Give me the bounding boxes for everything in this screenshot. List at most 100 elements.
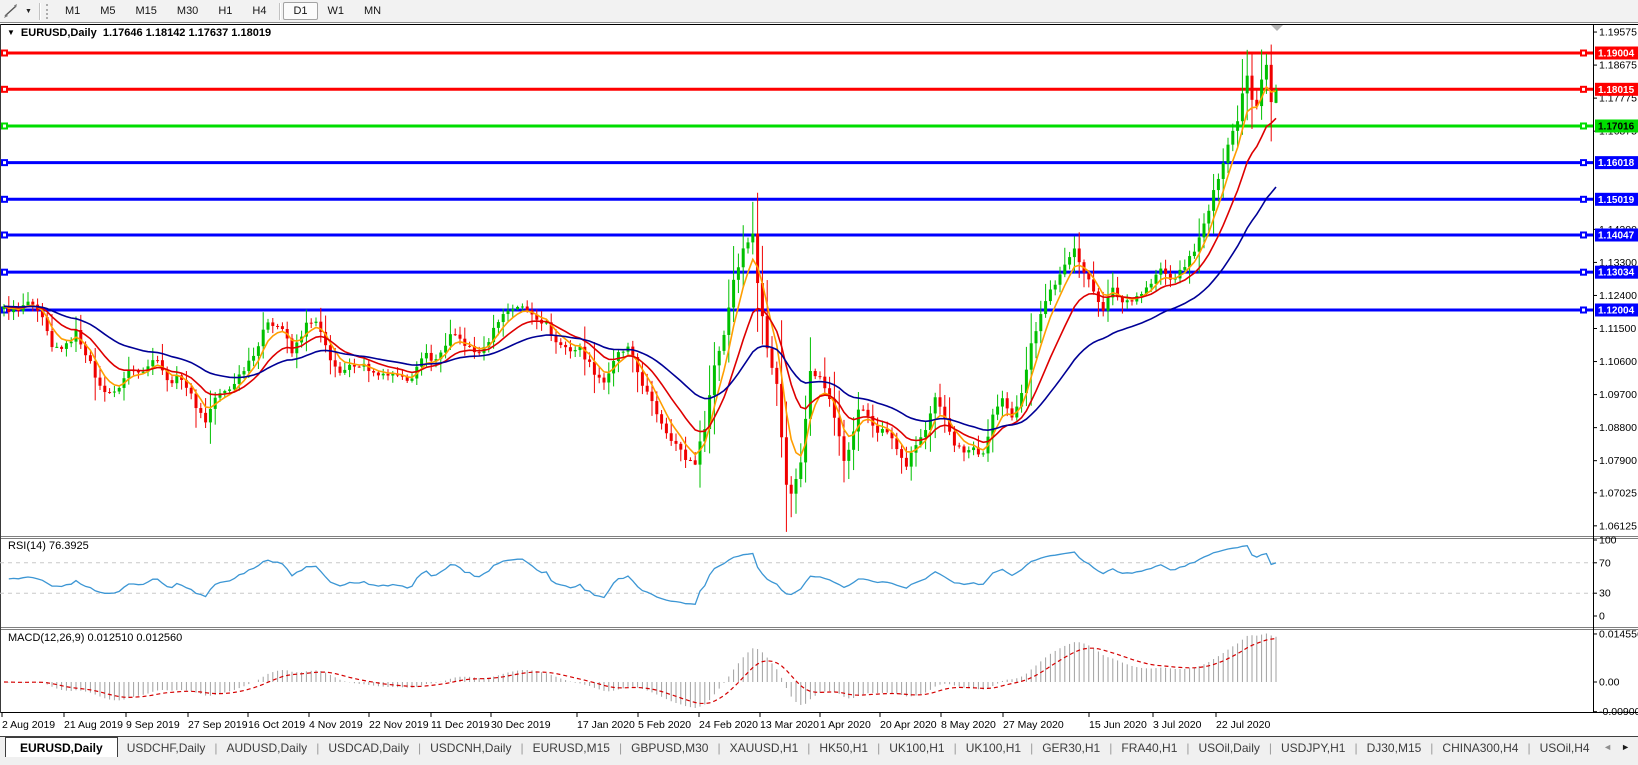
rsi-tick-label: 30 [1599, 588, 1611, 600]
chart-tab-xauusd-h1[interactable]: XAUUSD,H1 [729, 741, 799, 755]
chart-tab-china300-h4[interactable]: CHINA300,H4 [1442, 741, 1519, 755]
date-tick-label: 15 Jun 2020 [1089, 719, 1147, 731]
price-tick-label: 1.08800 [1599, 422, 1637, 434]
chart-ohlc-values: 1.17646 1.18142 1.17637 1.18019 [102, 27, 272, 39]
tab-separator: | [807, 741, 811, 755]
tab-separator: | [1030, 741, 1034, 755]
chart-tab-eurusd-daily[interactable]: EURUSD,Daily [5, 737, 118, 757]
timeframe-button-m15[interactable]: M15 [135, 5, 157, 17]
chart-tab-gbpusd-m30[interactable]: GBPUSD,M30 [631, 741, 709, 755]
tab-separator: | [953, 741, 957, 755]
chart-tab-bar: EURUSD,Daily USDCHF,Daily | AUDUSD,Daily | US… [0, 736, 1638, 765]
date-tick-label: 22 Nov 2019 [369, 719, 429, 731]
candlestick-series [2, 44, 1278, 532]
chart-title: ▼ EURUSD,Daily 1.17646 1.18142 1.17637 1.… [7, 27, 271, 39]
hline-price-badge-label: 1.12004 [1598, 305, 1635, 316]
tab-separator: | [520, 741, 524, 755]
chart-tab-hk50-h1[interactable]: HK50,H1 [819, 741, 869, 755]
timeframe-button-mn[interactable]: MN [364, 5, 382, 17]
toolbar-dropdown-icon[interactable]: ▼ [25, 7, 32, 15]
crosshair-tool-icon[interactable] [1, 2, 21, 20]
chart-tab-fra40-h1[interactable]: FRA40,H1 [1121, 741, 1178, 755]
chart-tab-dj30-m15[interactable]: DJ30,M15 [1366, 741, 1422, 755]
tab-separator: | [214, 741, 218, 755]
price-tick-label: 1.06125 [1599, 520, 1637, 532]
rsi-tick-label: 70 [1599, 557, 1611, 569]
tab-separator: | [418, 741, 422, 755]
chart-symbol-label: EURUSD,Daily [20, 27, 97, 39]
timeframe-button-d1[interactable]: D1 [283, 2, 318, 20]
chart-tab-eurusd-m15[interactable]: EURUSD,M15 [532, 741, 610, 755]
chart-tab-usoil-daily[interactable]: USOil,Daily [1198, 741, 1260, 755]
tab-separator: | [1527, 741, 1531, 755]
tab-separator: | [1430, 741, 1434, 755]
chart-title-caret-icon[interactable]: ▼ [7, 28, 15, 37]
macd-signal-line [3, 638, 1277, 705]
chart-tab-ger30-h1[interactable]: GER30,H1 [1042, 741, 1101, 755]
timeframe-button-h4[interactable]: H4 [252, 5, 267, 17]
timeframe-button-m5[interactable]: M5 [100, 5, 116, 17]
date-tick-label: 17 Jan 2020 [577, 719, 635, 731]
hline-price-badge-label: 1.18015 [1598, 85, 1635, 96]
chart-shift-marker-icon[interactable] [1271, 25, 1283, 31]
tab-scroll-right-icon[interactable]: ► [1621, 742, 1630, 752]
date-tick-label: 5 Feb 2020 [638, 719, 691, 731]
tab-separator: | [1109, 741, 1113, 755]
moving-average-13 [3, 117, 1277, 444]
timeframe-button-h1[interactable]: H1 [218, 5, 233, 17]
date-tick-label: 21 Aug 2019 [64, 719, 123, 731]
time-axis[interactable]: 2 Aug 2019 21 Aug 2019 9 Sep 2019 27 Sep 20… [1, 713, 1270, 731]
tab-separator: | [1186, 741, 1190, 755]
chart-tab-usdjpy-h1[interactable]: USDJPY,H1 [1280, 741, 1346, 755]
hline-price-badge-label: 1.17016 [1598, 121, 1635, 132]
hline-price-badge [1595, 119, 1638, 133]
price-axis[interactable]: 1.195751.186751.177751.168751.142001.133… [1593, 27, 1638, 533]
tab-separator: | [618, 741, 623, 755]
tab-scroll-left-icon[interactable]: ◄ [1603, 742, 1612, 752]
date-tick-label: 24 Feb 2020 [699, 719, 758, 731]
chart-tab-usdcad-daily[interactable]: USDCAD,Daily [328, 741, 409, 755]
price-tick-label: 1.09700 [1599, 389, 1637, 401]
hline-price-badge-label: 1.14047 [1598, 230, 1635, 241]
macd-tick-label: 0.00 [1599, 677, 1620, 689]
price-tick-label: 1.12400 [1599, 290, 1637, 302]
chart-tab-uk100-h1[interactable]: UK100,H1 [889, 741, 945, 755]
hline-price-badge [1595, 192, 1638, 206]
rsi-line [8, 544, 1277, 605]
toolbar-separator [279, 2, 281, 20]
macd-tick-label: -0.009001 [1599, 706, 1638, 718]
date-tick-label: 1 Apr 2020 [820, 719, 871, 731]
chart-tab-audusd-daily[interactable]: AUDUSD,Daily [226, 741, 308, 755]
timeframe-button-m1[interactable]: M1 [64, 5, 81, 17]
hline-price-badge [1595, 82, 1638, 96]
rsi-tick-label: 0 [1599, 611, 1605, 623]
moving-average-34 [3, 186, 1277, 432]
price-tick-label: 1.11500 [1599, 323, 1636, 335]
macd-tick-label: 0.014556 [1599, 628, 1638, 640]
price-tick-label: 1.07025 [1599, 487, 1637, 499]
price-tick-label: 1.10600 [1599, 356, 1637, 368]
horizontal-line-objects[interactable] [0, 49, 1593, 314]
rsi-indicator-label: RSI(14) 76.3925 [8, 540, 89, 552]
hline-price-badge [1595, 265, 1638, 279]
chart-tab-usoil-h4[interactable]: USOil,H4 [1539, 741, 1590, 755]
hline-price-badge-label: 1.19004 [1598, 49, 1635, 60]
moving-average-5 [3, 85, 1277, 458]
rsi-pane: 100 70 30 0 [0, 535, 1617, 623]
toolbar-grip-handle[interactable] [45, 3, 48, 19]
date-tick-label: 27 Sep 2019 [188, 719, 248, 731]
price-tick-label: 1.18675 [1599, 60, 1637, 72]
chart-tab-usdchf-daily[interactable]: USDCHF,Daily [126, 741, 206, 755]
hline-price-badge [1595, 303, 1638, 317]
timeframe-toolbar: ▼ M1 M5 M15 M30 H1 H4 D1 W1 MN [0, 0, 1638, 23]
timeframe-button-m30[interactable]: M30 [176, 5, 199, 17]
tab-separator: | [1268, 741, 1272, 755]
tab-separator: | [717, 741, 721, 755]
chart-canvas[interactable]: 1.195751.186751.177751.168751.142001.133… [0, 0, 1638, 736]
chart-tab-usdcnh-daily[interactable]: USDCNH,Daily [430, 741, 512, 755]
tab-separator: | [316, 741, 320, 755]
tab-separator: | [1354, 741, 1358, 755]
chart-tab-uk100-h1[interactable]: UK100,H1 [965, 741, 1022, 755]
date-tick-label: 9 Sep 2019 [126, 719, 180, 731]
timeframe-button-w1[interactable]: W1 [327, 5, 345, 17]
